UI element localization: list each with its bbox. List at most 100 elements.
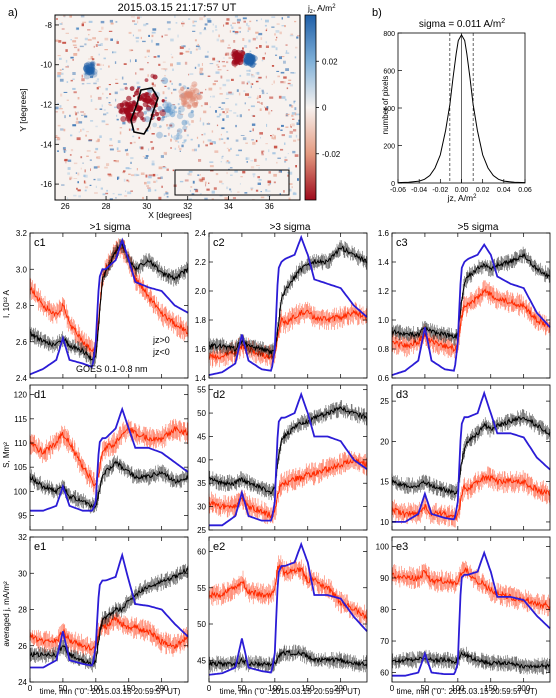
map-pixel [235,56,240,61]
map-pixel [83,62,90,68]
map-pixel [63,150,66,153]
map-pixel [76,27,79,30]
map-pixel [233,61,238,66]
map-pixel [157,177,161,180]
map-pixel [65,32,69,34]
map-pixel [182,102,186,106]
map-pixel [232,22,236,24]
map-pixel [236,89,239,92]
map-pixel [239,74,242,77]
map-pixel [85,70,89,74]
map-pixel [205,183,207,187]
map-pixel [62,150,67,152]
map-pixel [88,67,93,71]
map-pixel [226,137,229,140]
map-pixel [128,173,131,175]
map-pixel [185,50,190,53]
map-pixel [95,185,97,188]
map-pixel [97,96,102,100]
map-pixel [248,96,252,99]
map-pixel [97,165,100,168]
map-pixel [60,128,64,131]
map-pixel [287,167,290,169]
map-pixel [190,96,196,102]
map-pixel [192,20,195,24]
map-pixel [204,55,209,58]
map-pixel [292,150,296,154]
xtick-label: 50 [58,684,67,693]
map-pixel [250,85,252,89]
map-pixel [117,193,122,196]
map-pixel [73,91,77,94]
map-pixel [194,96,199,102]
map-pixel [80,129,82,132]
map-pixel [133,85,135,88]
map-pixel [145,174,148,178]
map-pixel [169,104,176,111]
map-pixel [84,169,86,173]
map-pixel [247,27,251,31]
map-pixel [63,91,68,93]
xtick-label: 150 [122,684,136,693]
map-pixel [166,195,169,198]
map-pixel [84,37,88,41]
map-pixel [189,73,194,75]
map-pixel [252,141,256,145]
map-pixel [294,20,297,23]
map-pixel [170,38,174,42]
map-pixel [264,106,266,108]
map-pixel [267,190,271,192]
series-goes [208,541,368,676]
map-pixel [256,36,258,39]
map-pixel [90,71,94,75]
map-pixel [168,132,170,136]
ytick-label: 30 [18,569,27,578]
map-pixel [195,189,199,193]
map-pixel [182,21,184,22]
map-pixel [124,195,128,197]
map-pixel [293,191,296,194]
map-pixel [166,104,170,107]
map-pixel [288,135,292,138]
map-pixel [81,114,84,116]
map-pixel [89,64,96,70]
map-pixel [112,51,117,54]
map-pixel [246,22,248,26]
map-pixel [194,39,197,42]
map-pixel [156,127,161,129]
map-pixel [226,79,230,82]
map-pixel [128,128,131,131]
map-pixel [57,150,59,152]
map-pixel [220,161,222,163]
map-pixel [188,48,191,50]
panel-label-c3: c3 [396,237,408,249]
map-pixel [236,114,239,117]
panel-e2: 0 50 100 150 200 45 50 55 60 e2 [197,536,368,693]
map-pixel [87,69,91,74]
map-pixel [244,45,247,48]
map-pixel [86,155,89,157]
hist-ytick-label: 800 [383,31,395,38]
map-pixel [58,40,62,43]
map-pixel [199,174,201,176]
map-pixel [258,32,263,36]
map-pixel [246,157,250,160]
map-pixel [250,188,253,191]
map-pixel [258,179,262,181]
map-pixel [261,153,264,156]
map-pixel [95,125,98,128]
map-pixel [130,49,134,51]
map-pixel [251,83,254,85]
ytick-label: 1.6 [195,345,207,354]
map-pixel [150,108,152,111]
map-pixel [78,131,80,133]
map-pixel [89,72,92,76]
map-pixel [226,69,229,71]
map-pixel [289,171,293,175]
map-pixel [97,138,100,142]
xtick-label: 0 [28,684,33,693]
map-pixel [130,174,135,177]
map-pixel [216,124,219,127]
map-pixel [287,153,289,155]
map-pixel [295,134,298,138]
